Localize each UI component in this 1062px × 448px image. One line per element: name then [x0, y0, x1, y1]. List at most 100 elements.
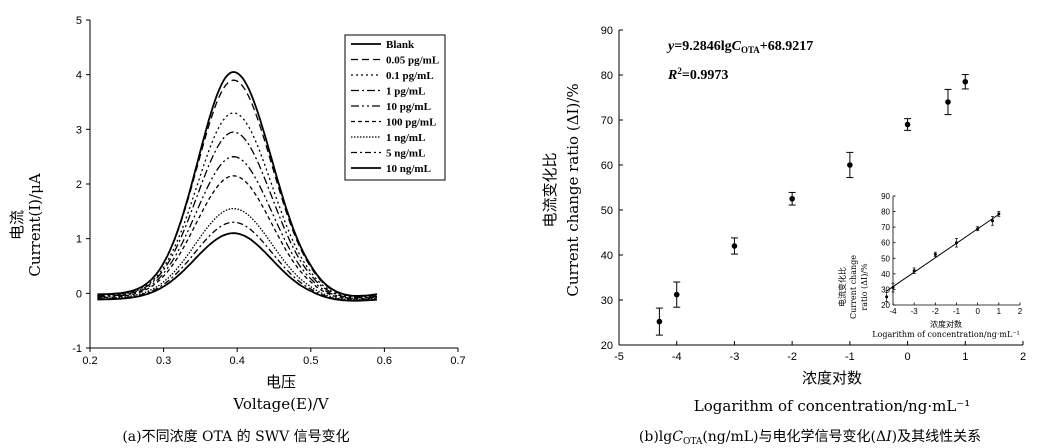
- inset-ytick-label: 40: [881, 270, 890, 279]
- inset-point: [997, 212, 1001, 216]
- chart-b-point: [945, 99, 951, 105]
- chart-a-legend-label: 100 pg/mL: [386, 117, 436, 129]
- chart-b-inset: -4 -3 -2 -1 0 1 2 20 30 40 50 60 70 80 90 电流变化比 Curren…: [837, 192, 1023, 339]
- chart-a-xtick-label: 0.2: [82, 355, 97, 367]
- inset-point: [912, 269, 916, 273]
- inset-point: [885, 295, 889, 299]
- inset-xtick-label: 2: [1018, 307, 1023, 316]
- chart-a-xtick-label: 0.5: [303, 355, 318, 367]
- inset-ytick-label: 70: [881, 223, 890, 232]
- chart-a-plot-area: [97, 71, 378, 302]
- eq-sub: OTA: [741, 45, 760, 55]
- eq-y: y: [666, 39, 675, 54]
- cap-c: C: [672, 429, 683, 445]
- chart-a-xlabel-cn: 电压: [266, 373, 296, 391]
- chart-a-series-line: [97, 71, 378, 297]
- chart-a-axes: 0.2 0.3 0.4 0.5 0.6 0.7 -1 0 1 2 3 4 5: [72, 15, 465, 367]
- chart-b-caption: (b)lgCOTA(ng/mL)与电化学信号变化(ΔI)及其线性关系: [639, 429, 981, 447]
- chart-b: -5 -4 -3 -2 -1 0 1 2 20 30 40 50 60 70 80 90 y=9.2846lg…: [541, 25, 1026, 447]
- chart-a-series-line: [97, 207, 378, 301]
- chart-b-point: [789, 195, 795, 202]
- inset-ylabel-cn: 电流变化比: [837, 267, 847, 307]
- chart-b-xtick-label: 1: [962, 351, 968, 363]
- chart-b-ylabel-cn: 电流变化比: [541, 152, 559, 227]
- inset-axes: -4 -3 -2 -1 0 1 2 20 30 40 50 60 70 80 90: [881, 192, 1023, 316]
- chart-a-ytick-label: 1: [76, 234, 82, 246]
- chart-a-series-line: [97, 79, 378, 298]
- inset-xtick-label: -3: [911, 307, 919, 316]
- chart-a-ytick-label: -1: [72, 343, 82, 355]
- chart-a-legend-label: 1 pg/mL: [386, 86, 425, 98]
- chart-a-legend-label: 0.1 pg/mL: [386, 70, 434, 82]
- chart-a-legend-label: Blank: [386, 39, 415, 51]
- chart-a-legend-label: 1 ng/mL: [386, 132, 425, 144]
- chart-a-xtick-label: 0.7: [450, 355, 465, 367]
- eq-mid: =9.2846lg: [674, 39, 731, 54]
- cap-end: )及其线性关系: [892, 429, 981, 445]
- chart-a-legend-label: 0.05 pg/mL: [386, 55, 439, 67]
- chart-b-ylabel-en: Current change ratio (ΔI)/%: [564, 83, 582, 296]
- r2-sup: 2: [677, 66, 682, 76]
- inset-point: [976, 227, 980, 231]
- chart-a-legend-label: 10 ng/mL: [386, 163, 431, 175]
- cap-sub: OTA: [683, 437, 703, 447]
- inset-ytick-label: 50: [881, 254, 890, 263]
- chart-a-ytick-label: 5: [76, 15, 82, 27]
- inset-xlabel-en: Logarithm of concentration/ng·mL⁻¹: [872, 330, 1019, 339]
- chart-b-xtick-label: -2: [787, 351, 797, 363]
- chart-a-xlabel-en: Voltage(E)/V: [232, 395, 329, 413]
- inset-ylabel-en2: ratio (ΔI)/%: [860, 263, 869, 311]
- chart-a-legend: Blank 0.05 pg/mL 0.1 pg/mL 1 pg/mL 10 pg/mL 1…: [344, 34, 446, 181]
- chart-b-point: [673, 291, 680, 298]
- inset-ytick-label: 20: [881, 301, 890, 310]
- chart-b-equation: y=9.2846lgCOTA+68.9217: [666, 39, 813, 55]
- chart-a-ytick-label: 4: [76, 70, 82, 82]
- inset-fit-line: [886, 213, 1000, 292]
- cap-post: (ng/mL)与电化学信号变化(Δ: [702, 429, 886, 445]
- chart-a-xtick-label: 0.6: [377, 355, 392, 367]
- chart-b-xtick-label: 0: [905, 351, 911, 363]
- chart-b-ytick-label: 70: [601, 115, 613, 127]
- inset-point: [990, 219, 994, 223]
- eq-tail: +68.9217: [760, 39, 813, 54]
- chart-b-point: [962, 78, 969, 85]
- chart-a-legend-label: 5 ng/mL: [386, 148, 425, 160]
- inset-ytick-label: 60: [881, 239, 890, 248]
- chart-b-xtick-label: 2: [1020, 351, 1026, 363]
- inset-xtick-label: 1: [997, 307, 1002, 316]
- inset-ytick-label: 80: [881, 208, 890, 217]
- chart-a-xtick-label: 0.3: [156, 355, 171, 367]
- inset-xtick-label: -1: [953, 307, 961, 316]
- inset-point: [955, 241, 958, 245]
- chart-a-ytick-label: 0: [76, 288, 82, 300]
- chart-a-caption: (a)不同浓度 OTA 的 SWV 信号变化: [122, 429, 349, 445]
- chart-b-xtick-label: -5: [614, 351, 624, 363]
- chart-b-xtick-label: -4: [672, 351, 682, 363]
- chart-b-points: [655, 74, 969, 336]
- chart-b-point: [904, 121, 911, 128]
- chart-b-xtick-label: -1: [845, 351, 855, 363]
- inset-plot: [885, 211, 1001, 302]
- inset-point: [933, 252, 937, 256]
- chart-a-series-line: [97, 112, 378, 298]
- chart-a-legend-box: [344, 34, 446, 181]
- chart-b-r2: R2=0.9973: [667, 66, 728, 83]
- inset-ytick-label: 30: [881, 285, 890, 294]
- chart-b-ytick-label: 80: [601, 70, 613, 82]
- chart-a-ylabel-cn: 电流: [8, 210, 26, 240]
- inset-xtick-label: -4: [889, 307, 897, 316]
- inset-xlabel-cn: 浓度对数: [930, 319, 962, 329]
- r2-r: R: [667, 68, 677, 83]
- inset-xtick-label: -2: [932, 307, 940, 316]
- chart-b-ytick-label: 30: [601, 295, 613, 307]
- chart-a-ylabel-en: Current(I)/μA: [26, 173, 44, 276]
- chart-a: 0.2 0.3 0.4 0.5 0.6 0.7 -1 0 1 2 3 4 5 Blank 0.05 pg/…: [8, 15, 466, 445]
- chart-a-xtick-label: 0.4: [230, 355, 245, 367]
- chart-b-point: [847, 162, 853, 168]
- chart-b-ytick-label: 40: [601, 250, 613, 262]
- chart-a-ytick-label: 2: [76, 179, 82, 191]
- cap-pre: (b)lg: [639, 429, 672, 445]
- inset-ytick-label: 90: [881, 192, 890, 201]
- chart-b-ytick-label: 50: [601, 205, 613, 217]
